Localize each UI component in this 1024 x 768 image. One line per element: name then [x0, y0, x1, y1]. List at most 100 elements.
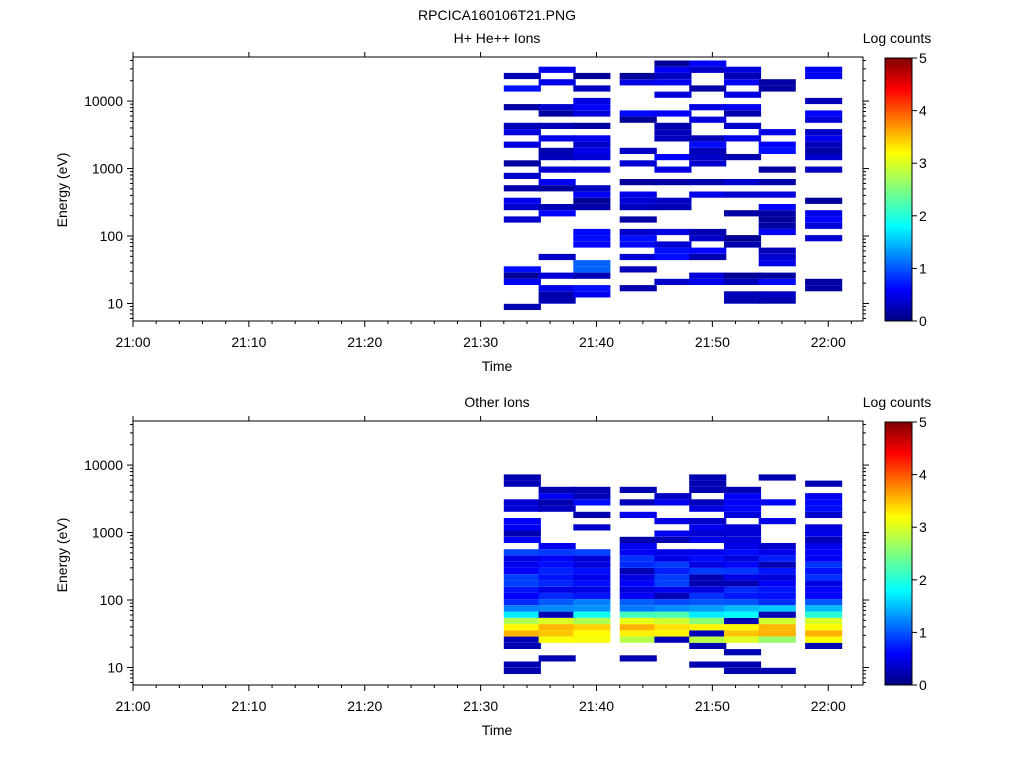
heatmap-cell [503, 505, 541, 512]
heatmap-cell [654, 241, 692, 248]
heatmap-cell [503, 85, 541, 92]
heatmap-cell [503, 636, 541, 643]
heatmap-cell [724, 617, 762, 625]
heatmap-cell [538, 561, 576, 568]
heatmap-cell [805, 568, 843, 575]
y-tick-label: 10 [107, 295, 123, 311]
colorbar [884, 57, 913, 322]
heatmap-cell [619, 216, 657, 223]
heatmap-cell [805, 216, 843, 223]
panel-h-he-ions: H+ He++ Ions Log counts 21:00 21:10 21:20 2… [54, 30, 931, 374]
heatmap-cell [619, 617, 657, 625]
heatmap-cell [503, 524, 541, 531]
heatmap-cell [619, 511, 657, 518]
heatmap-cell [538, 568, 576, 575]
heatmap-cell [503, 592, 541, 600]
y-axis-label: Energy (eV) [54, 153, 70, 228]
heatmap-cell [805, 555, 843, 562]
heatmap-cell [619, 191, 657, 198]
heatmap-cell [503, 555, 541, 562]
heatmap-cell [689, 524, 727, 531]
heatmap-cell [573, 486, 611, 493]
heatmap-cell [758, 636, 796, 643]
heatmap-cell [538, 555, 576, 562]
heatmap-cell [503, 561, 541, 568]
heatmap-cell [573, 580, 611, 587]
heatmap-cell [503, 667, 541, 674]
heatmap-cell [689, 617, 727, 625]
heatmap-cell [805, 561, 843, 568]
heatmap-cell [503, 160, 541, 167]
heatmap-cell [758, 611, 796, 618]
heatmap-cell [724, 592, 762, 600]
heatmap-cell [503, 536, 541, 543]
heatmap-cell [503, 661, 541, 668]
heatmap-cell [689, 505, 727, 512]
axis-ticks: 21:00 21:10 21:20 21:30 21:40 21:50 22:00 10 100… [84, 416, 869, 714]
heatmap-cell [538, 655, 576, 662]
heatmap-cell [724, 605, 762, 612]
heatmap-cell [654, 561, 692, 568]
heatmap-cell [805, 235, 843, 242]
heatmap-cell [805, 574, 843, 581]
heatmap-cell [619, 160, 657, 167]
heatmap-cell [724, 110, 762, 117]
colorbar-label: Log counts [863, 30, 932, 46]
heatmap-cell [724, 574, 762, 581]
x-tick-label: 21:50 [695, 334, 730, 350]
heatmap-cell [758, 499, 796, 506]
heatmap-cell [654, 135, 692, 142]
heatmap-cell [503, 122, 541, 129]
heatmap-cell [619, 592, 657, 600]
heatmap-cell [689, 486, 727, 493]
heatmap-cell [538, 147, 576, 154]
heatmap-cell [654, 592, 692, 600]
heatmap-cell [619, 147, 657, 154]
heatmap-cell [805, 543, 843, 550]
heatmap-cell [573, 235, 611, 242]
heatmap-cell [805, 66, 843, 73]
heatmap-cell [573, 561, 611, 568]
heatmap-cell [573, 617, 611, 625]
heatmap-cell [503, 185, 541, 192]
heatmap-cell [724, 499, 762, 506]
heatmap-cell [724, 586, 762, 593]
heatmap-cell [573, 586, 611, 593]
heatmap-cell [503, 586, 541, 593]
heatmap-cell [619, 568, 657, 575]
heatmap-cell [573, 272, 611, 279]
heatmap-cell [805, 499, 843, 506]
heatmap-cell [573, 630, 611, 637]
x-tick-label: 21:10 [231, 334, 266, 350]
heatmap-cell [805, 636, 843, 643]
heatmap-cell [724, 505, 762, 512]
heatmap-cell [758, 179, 796, 186]
heatmap-cell [758, 580, 796, 587]
heatmap-cell [724, 649, 762, 656]
heatmap-cell [689, 586, 727, 593]
heatmap-cell [689, 141, 727, 148]
heatmap-cell [805, 493, 843, 500]
colorbar-tick-label: 1 [919, 260, 927, 276]
heatmap-cell [805, 599, 843, 606]
colorbar-tick-label: 3 [919, 155, 927, 171]
heatmap-cell [758, 599, 796, 606]
heatmap-cell [724, 599, 762, 606]
heatmap-cell [503, 611, 541, 618]
heatmap-cell [724, 297, 762, 304]
heatmap-cell [503, 204, 541, 211]
heatmap-cell [619, 72, 657, 80]
heatmap-cell [758, 605, 796, 612]
heatmap-cell [538, 104, 576, 111]
heatmap-cell [758, 617, 796, 625]
heatmap-cell [538, 297, 576, 304]
heatmap-cell [689, 147, 727, 154]
x-tick-label: 22:00 [811, 698, 846, 714]
colorbar-tick-label: 4 [919, 467, 927, 483]
heatmap-cell [689, 272, 727, 279]
heatmap-cell [654, 66, 692, 73]
heatmap-cell [573, 191, 611, 198]
heatmap-cell [573, 611, 611, 618]
x-tick-label: 21:50 [695, 698, 730, 714]
y-axis-label: Energy (eV) [54, 518, 70, 593]
